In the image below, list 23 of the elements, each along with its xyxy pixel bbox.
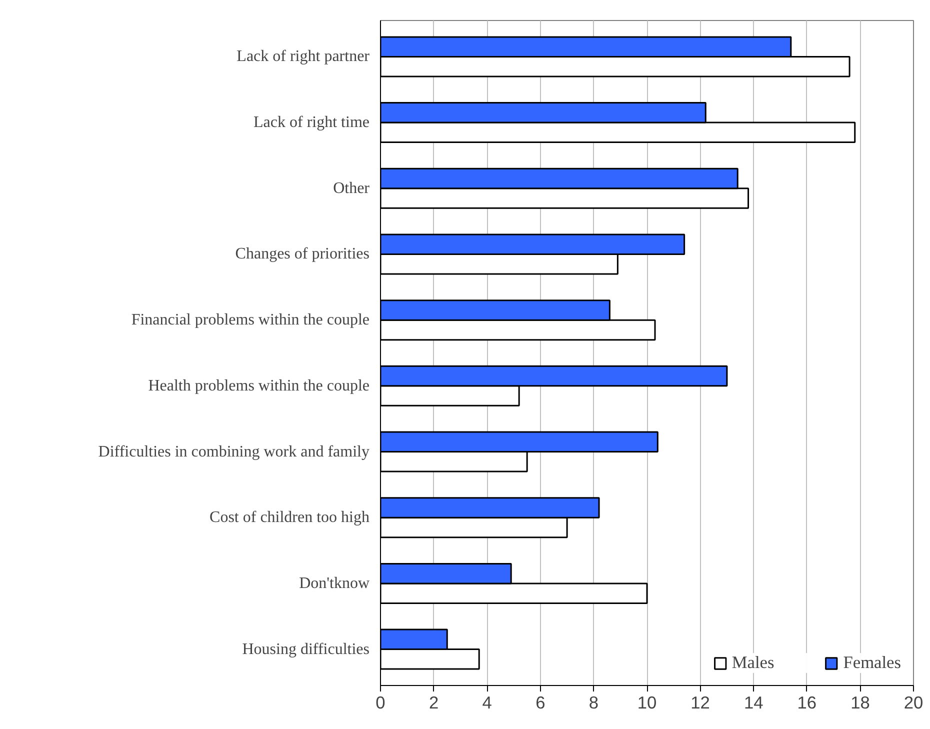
y-tick-label: Health problems within the couple xyxy=(148,377,370,394)
x-tick-label: 16 xyxy=(797,692,817,712)
x-tick-label: 10 xyxy=(637,692,657,712)
y-tick-label: Other xyxy=(333,180,370,197)
y-tick-label: Cost of children too high xyxy=(210,509,370,526)
legend-label: Males xyxy=(732,653,774,673)
x-tick-label: 0 xyxy=(376,692,386,712)
x-tick-label: 8 xyxy=(588,692,599,712)
x-tick-label: 6 xyxy=(536,692,546,712)
y-tick-label: Don'tknow xyxy=(299,574,370,592)
x-tick-label: 14 xyxy=(744,692,764,712)
x-tick-label: 18 xyxy=(850,692,870,712)
y-tick-label: Financial problems within the couple xyxy=(131,312,370,329)
legend-label: Females xyxy=(843,653,901,673)
x-tick-label: 12 xyxy=(690,692,710,712)
y-tick-label: Changes of priorities xyxy=(235,246,370,263)
y-tick-label: Difficulties in combining work and family xyxy=(98,443,370,460)
y-tick-label: Lack of right time xyxy=(254,114,370,132)
x-tick-label: 4 xyxy=(482,692,492,712)
x-tick-label: 2 xyxy=(428,692,439,712)
y-tick-label: Lack of right partner xyxy=(236,48,370,66)
y-tick-label: Housing difficulties xyxy=(242,640,370,658)
x-tick-label: 20 xyxy=(904,692,924,712)
